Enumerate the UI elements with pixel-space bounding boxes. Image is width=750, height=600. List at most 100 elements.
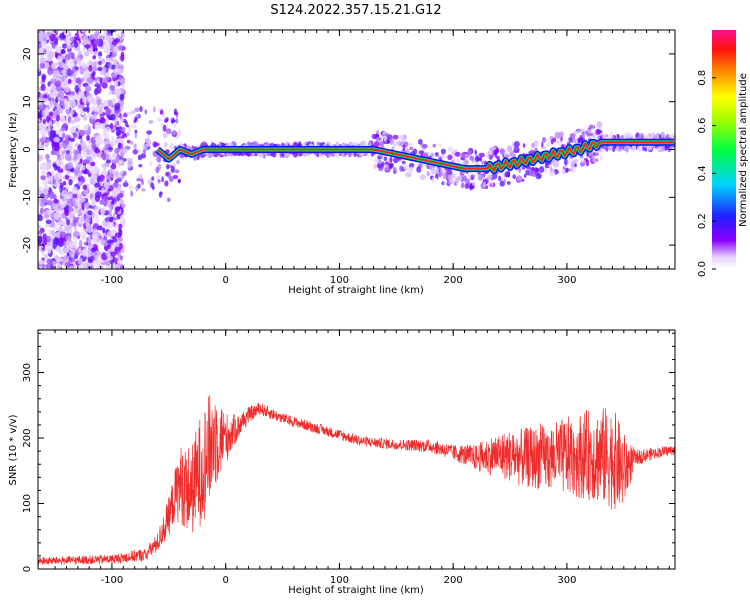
- noise-blob: [119, 93, 125, 102]
- noise-blob: [121, 203, 126, 209]
- noise-blob: [121, 84, 125, 89]
- noise-blob: [134, 129, 138, 134]
- noise-blob: [164, 180, 169, 187]
- noise-blob: [59, 201, 66, 209]
- noise-blob: [122, 147, 128, 154]
- noise-blob: [149, 161, 153, 166]
- noise-blob: [63, 254, 67, 262]
- noise-blob: [478, 152, 485, 158]
- noise-blob: [161, 113, 167, 118]
- x-tick-label: 200: [444, 275, 463, 286]
- noise-blob: [102, 163, 107, 170]
- noise-blob: [472, 181, 476, 186]
- noise-blob: [389, 156, 393, 163]
- noise-blob: [588, 135, 593, 139]
- noise-blob: [82, 70, 89, 79]
- noise-blob: [59, 147, 65, 152]
- noise-blob: [136, 149, 143, 154]
- noise-blob: [83, 129, 90, 135]
- noise-blob: [99, 117, 106, 124]
- noise-blob: [490, 177, 495, 181]
- noise-blob: [420, 174, 426, 181]
- noise-blob: [440, 148, 446, 155]
- noise-blob: [589, 156, 593, 162]
- noise-blob: [81, 94, 86, 102]
- noise-blob: [384, 165, 390, 172]
- colorbar-gradient: [712, 30, 736, 269]
- noise-blob: [431, 176, 435, 184]
- noise-blob: [46, 31, 52, 37]
- noise-blob: [546, 138, 551, 144]
- noise-blob: [105, 186, 109, 192]
- noise-blob: [48, 85, 53, 93]
- noise-blob: [616, 134, 620, 139]
- noise-blob: [104, 150, 109, 154]
- noise-blob: [68, 179, 73, 186]
- noise-blob: [58, 249, 62, 255]
- noise-blob: [38, 66, 41, 72]
- noise-blob: [73, 154, 78, 161]
- noise-blob: [479, 156, 483, 162]
- noise-blob: [80, 143, 86, 150]
- noise-blob: [60, 81, 66, 89]
- noise-blob: [56, 257, 64, 263]
- noise-blob: [55, 159, 60, 166]
- noise-blob: [494, 150, 498, 157]
- noise-blob: [645, 135, 649, 140]
- noise-blob: [54, 143, 60, 152]
- noise-blob: [385, 161, 389, 165]
- noise-blob: [173, 111, 178, 116]
- colorbar-ticks: 0.0 0.2 0.4 0.6 0.8: [697, 70, 716, 277]
- noise-blob: [513, 145, 518, 152]
- noise-blob: [112, 40, 118, 46]
- noise-blob: [38, 214, 43, 222]
- noise-blob: [388, 163, 393, 170]
- noise-blob: [45, 235, 51, 243]
- noise-blob: [104, 195, 109, 202]
- noise-blob: [603, 144, 609, 151]
- noise-blob: [38, 97, 43, 105]
- noise-blob: [130, 190, 134, 197]
- noise-blob: [118, 199, 125, 204]
- noise-blob: [127, 126, 132, 133]
- noise-blob: [49, 33, 56, 42]
- noise-blob: [429, 164, 436, 172]
- noise-blob: [114, 109, 119, 115]
- noise-blob: [68, 70, 75, 75]
- noise-blob: [570, 166, 576, 173]
- noise-blob: [62, 132, 66, 139]
- noise-blob: [62, 247, 69, 254]
- noise-blob: [316, 141, 320, 147]
- noise-blob: [327, 152, 330, 158]
- noise-blob: [106, 239, 114, 244]
- noise-blob: [559, 131, 564, 138]
- noise-blob: [567, 160, 572, 165]
- noise-blob: [105, 173, 111, 181]
- noise-blob: [392, 134, 399, 140]
- noise-blob: [68, 206, 73, 213]
- noise-blob: [383, 156, 388, 162]
- noise-blob: [133, 143, 137, 150]
- noise-blob: [378, 167, 383, 172]
- noise-blob: [582, 133, 585, 139]
- noise-blob: [52, 260, 57, 267]
- noise-blob: [506, 145, 512, 152]
- noise-blob: [594, 149, 599, 155]
- noise-blob: [94, 121, 102, 130]
- noise-blob: [45, 264, 51, 269]
- y-tick-label: -20: [22, 237, 33, 253]
- noise-blob: [672, 132, 675, 140]
- noise-blob: [373, 141, 380, 147]
- noise-blob: [512, 174, 516, 180]
- noise-blob: [68, 99, 73, 107]
- noise-blob: [579, 128, 585, 133]
- noise-blob: [83, 188, 88, 195]
- noise-blob: [546, 142, 551, 147]
- noise-blob: [293, 152, 298, 158]
- noise-blob: [460, 182, 465, 189]
- noise-blob: [87, 258, 94, 264]
- noise-blob: [69, 36, 75, 41]
- noise-blob: [80, 216, 85, 222]
- spectrogram-y-label: Frequency (Hz): [8, 112, 19, 188]
